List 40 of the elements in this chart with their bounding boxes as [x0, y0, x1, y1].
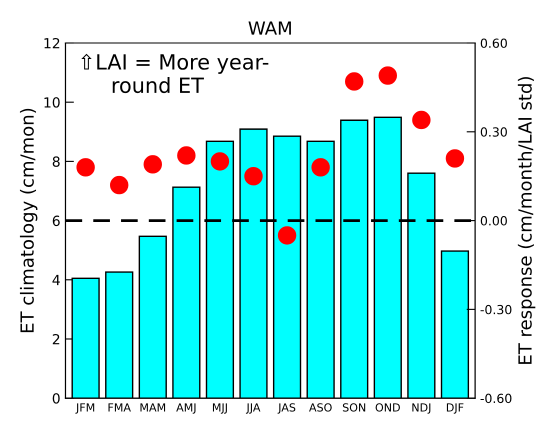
point: [210, 152, 230, 171]
y2-tick-label: -0.60: [480, 394, 512, 404]
x-tick-label: MJJ: [212, 403, 227, 414]
x-tick-label: JFM: [75, 403, 94, 414]
y-tick-label: 0: [52, 393, 60, 404]
point: [278, 226, 296, 245]
point: [76, 158, 95, 177]
y-tick-label: 8: [52, 156, 60, 167]
chart-title: WAM: [248, 22, 291, 35]
y-tick-label: 4: [52, 274, 60, 286]
point: [311, 158, 330, 177]
y-tick-label: 10: [44, 97, 60, 108]
point: [412, 110, 431, 130]
point: [177, 146, 196, 165]
point: [144, 155, 162, 174]
y-tick-label: 12: [44, 38, 60, 48]
point: [446, 149, 464, 168]
x-tick-label: AMJ: [176, 403, 196, 414]
y2-tick-label: 0.30: [480, 127, 507, 137]
x-tick-label: JAS: [278, 403, 296, 414]
y-axis-title: ET climatology (cm/mon): [20, 108, 38, 332]
point: [110, 176, 128, 194]
x-tick-label: MAM: [140, 403, 166, 412]
x-tick-label: SON: [342, 403, 366, 412]
x-tick-label: NDJ: [412, 403, 430, 414]
point: [345, 72, 364, 91]
y2-axis-title: ET response (cm/month/LAI std): [518, 77, 536, 364]
x-tick-label: JJA: [246, 403, 260, 414]
point: [378, 66, 397, 85]
x-tick-label: FMA: [108, 403, 131, 412]
y-tick-label: 6: [52, 216, 60, 226]
y2-tick-label: -0.30: [480, 304, 512, 314]
y2-tick-label: 0.00: [480, 216, 507, 226]
y-tick-label: 2: [52, 334, 60, 344]
x-tick-label: ASO: [309, 403, 332, 412]
x-tick-label: DJF: [446, 403, 464, 414]
point: [244, 166, 263, 186]
y2-tick-label: 0.60: [480, 38, 507, 48]
annotation: ⇧LAI = More year- round ET: [81, 54, 268, 94]
x-tick-label: OND: [376, 403, 400, 412]
